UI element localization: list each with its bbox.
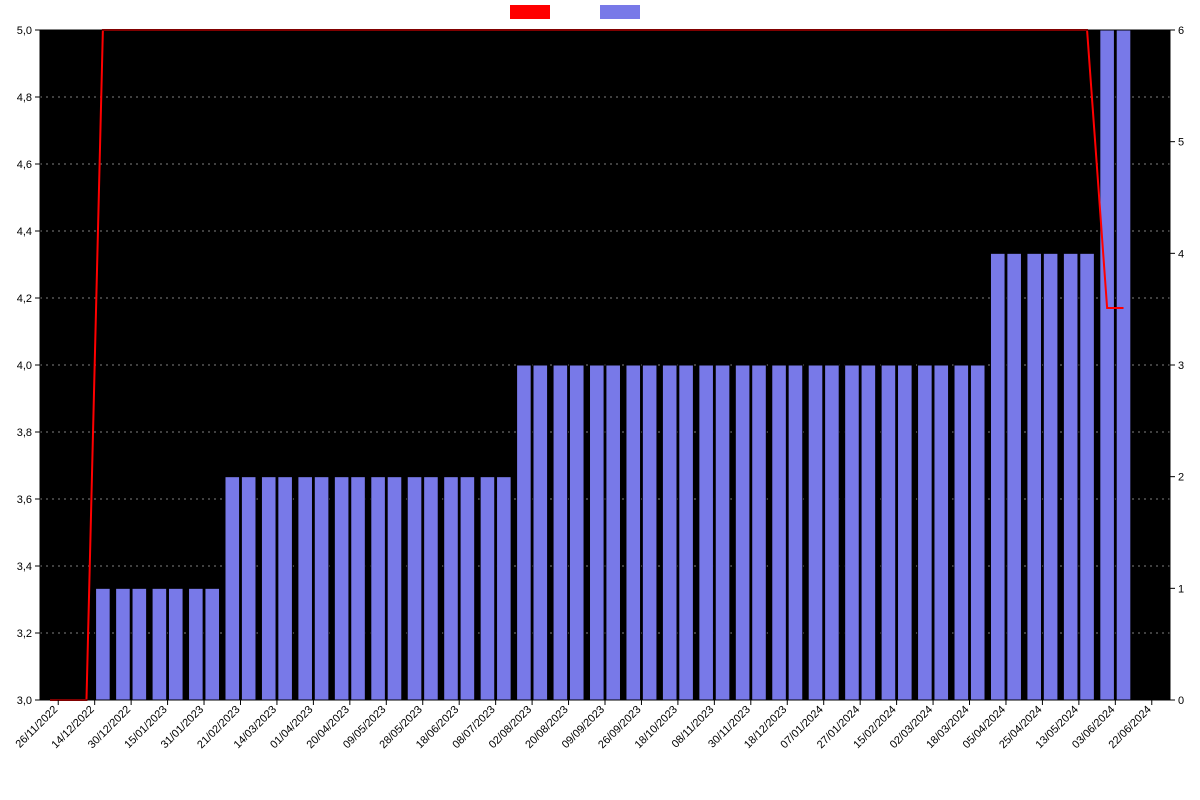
bar xyxy=(116,588,131,700)
bar xyxy=(861,365,876,700)
bar xyxy=(261,477,276,700)
bar xyxy=(1116,30,1131,700)
y-right-tick-label: 2 xyxy=(1178,472,1184,484)
bar xyxy=(825,365,840,700)
bar xyxy=(569,365,584,700)
bar xyxy=(189,588,204,700)
bar xyxy=(497,477,512,700)
bar xyxy=(1043,253,1058,700)
bar xyxy=(970,365,985,700)
y-left-tick-label: 3,0 xyxy=(17,695,32,707)
y-left-tick-label: 4,8 xyxy=(17,92,32,104)
bar xyxy=(699,365,714,700)
y-right-tick-label: 3 xyxy=(1178,360,1184,372)
bar xyxy=(152,588,167,700)
bar xyxy=(626,365,641,700)
bar xyxy=(898,365,913,700)
y-left-tick-label: 4,2 xyxy=(17,293,32,305)
bar xyxy=(1063,253,1078,700)
bar xyxy=(132,588,147,700)
bar xyxy=(225,477,240,700)
legend xyxy=(510,5,640,19)
y-left-tick-label: 3,4 xyxy=(17,561,32,573)
chart-container: 3,0 3,2 3,4 3,6 3,8 4,0 4,2 4,4 4,6 4,8 5,0 0 1 2 3 4 5 6… xyxy=(0,0,1200,800)
bar xyxy=(808,365,823,700)
dual-axis-chart: 3,0 3,2 3,4 3,6 3,8 4,0 4,2 4,4 4,6 4,8 5,0 0 1 2 3 4 5 6… xyxy=(0,0,1200,800)
bar xyxy=(590,365,605,700)
bar xyxy=(553,365,568,700)
bar xyxy=(1080,253,1095,700)
bar xyxy=(642,365,657,700)
bar xyxy=(241,477,256,700)
bar xyxy=(168,588,183,700)
bar xyxy=(788,365,803,700)
bar xyxy=(918,365,933,700)
y-left-tick-label: 3,6 xyxy=(17,494,32,506)
bar xyxy=(334,477,349,700)
bar xyxy=(460,477,475,700)
bar xyxy=(96,588,111,700)
bar xyxy=(1100,30,1115,700)
legend-swatch xyxy=(600,5,640,19)
bar xyxy=(424,477,439,700)
bar xyxy=(772,365,787,700)
bar xyxy=(954,365,969,700)
bar xyxy=(444,477,459,700)
y-right-tick-label: 1 xyxy=(1178,583,1184,595)
bar xyxy=(480,477,495,700)
bar xyxy=(752,365,767,700)
bar xyxy=(205,588,220,700)
y-right-tick-label: 4 xyxy=(1178,248,1184,260)
bar xyxy=(934,365,949,700)
bar xyxy=(533,365,548,700)
bar xyxy=(387,477,402,700)
bar xyxy=(278,477,293,700)
bar xyxy=(679,365,694,700)
bar xyxy=(735,365,750,700)
bar xyxy=(662,365,677,700)
y-left-tick-label: 4,4 xyxy=(17,226,32,238)
legend-swatch xyxy=(510,5,550,19)
bar xyxy=(517,365,532,700)
y-left-tick-label: 4,0 xyxy=(17,360,32,372)
y-left-tick-label: 3,8 xyxy=(17,427,32,439)
bar xyxy=(351,477,366,700)
bar xyxy=(845,365,860,700)
bar xyxy=(606,365,621,700)
bar xyxy=(1007,253,1022,700)
y-left-tick-label: 3,2 xyxy=(17,628,32,640)
bar xyxy=(990,253,1005,700)
y-left-tick-label: 4,6 xyxy=(17,159,32,171)
bar xyxy=(715,365,730,700)
bar xyxy=(314,477,329,700)
y-left-tick-label: 5,0 xyxy=(17,25,32,37)
bar xyxy=(407,477,422,700)
y-right-tick-label: 6 xyxy=(1178,25,1184,37)
bar xyxy=(1027,253,1042,700)
bar xyxy=(881,365,896,700)
y-right-tick-label: 0 xyxy=(1178,695,1184,707)
bar xyxy=(298,477,313,700)
y-right-tick-label: 5 xyxy=(1178,137,1184,149)
bar xyxy=(371,477,386,700)
